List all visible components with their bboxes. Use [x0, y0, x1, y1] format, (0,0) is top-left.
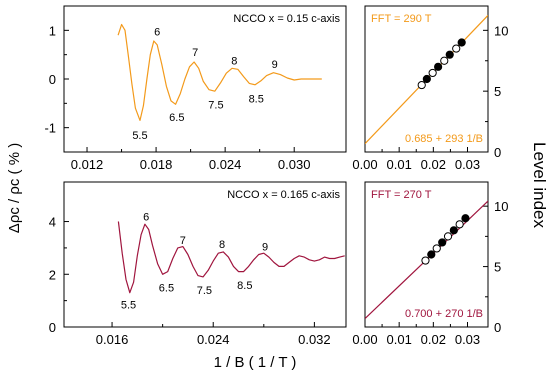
integer-level-point	[461, 214, 470, 223]
y-tick-label: -1	[44, 121, 56, 136]
level-annotation: 7	[180, 235, 186, 247]
half-integer-level-point	[443, 232, 453, 241]
half-integer-level-point	[432, 244, 441, 253]
half-integer-level-point	[417, 80, 426, 90]
x-tick-label: 0.018	[140, 157, 173, 172]
level-annotation: 7.5	[208, 99, 223, 111]
level-annotation: 8.5	[249, 93, 264, 105]
y-tick-label: 0	[49, 320, 56, 335]
level-annotation: 9	[272, 59, 278, 71]
y-tick-label: 4	[49, 215, 56, 230]
oscillation-series-line	[117, 23, 322, 122]
x-tick-label: 0.030	[278, 157, 311, 172]
level-annotation: 7	[192, 47, 198, 59]
half-integer-level-point	[455, 220, 464, 229]
chart-top-left-oscillation: 0.012 0.018 0.024 0.030 -1 0 1 6 7 8 9 5.5 6.5 7.5 8.5…	[44, 5, 347, 172]
chart-bottom-right-level-index: 0.00 0.01 0.02 0.03 0 5 10 FFT = 270 T 0.700 + 2…	[352, 181, 508, 347]
x-tick-label: 0.02	[421, 157, 446, 172]
level-annotation: 6	[154, 26, 160, 38]
level-annotation: 8.5	[237, 280, 252, 292]
level-annotation: 6.5	[159, 282, 174, 294]
x-tick-label: 0.02	[421, 332, 446, 347]
plot-frame	[364, 181, 489, 328]
integer-level-point	[445, 50, 454, 59]
x-tick-label: 0.024	[197, 332, 230, 347]
y-tick-label: 1	[49, 23, 56, 38]
half-integer-level-point	[440, 56, 449, 65]
integer-level-point	[422, 74, 431, 84]
integer-level-point	[434, 62, 443, 71]
integer-level-point	[457, 38, 466, 47]
integer-level-point	[427, 250, 436, 259]
y-tick-label: 2	[49, 267, 56, 282]
x-axis-title: 1 / B ( 1 / T )	[214, 354, 297, 371]
oscillation-series-line	[117, 221, 345, 294]
integer-level-point	[449, 226, 458, 235]
x-tick-label: 0.03	[455, 157, 480, 172]
level-annotation: 6.5	[169, 112, 184, 124]
fft-frequency-label: FFT = 290 T	[371, 13, 432, 25]
fft-frequency-label: FFT = 270 T	[371, 189, 432, 201]
fit-equation-label: 0.685 + 293 1/B	[405, 133, 483, 145]
level-annotation: 8	[219, 239, 225, 251]
half-integer-level-point	[421, 256, 430, 265]
y-tick-label: 0	[494, 145, 501, 160]
chart-bottom-left-oscillation: 0.016 0.024 0.032 0 2 4 6 7 8 9 5.5 6.5 7.5 8.5 NCCO x…	[49, 181, 347, 347]
y-tick-label: 0	[49, 72, 56, 87]
x-tick-label: 0.01	[387, 332, 412, 347]
x-tick-label: 0.01	[387, 157, 412, 172]
x-tick-label: 0.016	[96, 332, 129, 347]
x-tick-label: 0.012	[71, 157, 104, 172]
fit-equation-label: 0.700 + 270 1/B	[405, 308, 483, 320]
y-tick-label: 10	[494, 199, 508, 214]
level-annotation: 9	[262, 242, 268, 254]
panel-title: NCCO x = 0.15 c-axis	[233, 13, 340, 25]
integer-level-point	[438, 238, 447, 247]
x-tick-label: 0.00	[352, 332, 377, 347]
level-annotation: 5.5	[132, 130, 147, 142]
y-axis-title: Δρc / ρc ( % )	[6, 143, 23, 233]
half-integer-level-point	[428, 68, 437, 78]
x-tick-label: 0.00	[352, 157, 377, 172]
plot-frame	[364, 5, 489, 153]
level-annotation: 7.5	[197, 285, 212, 297]
x-tick-label: 0.024	[209, 157, 242, 172]
level-index-axis-title: Level index	[530, 142, 549, 229]
level-annotation: 5.5	[121, 300, 136, 312]
level-annotation: 6	[143, 211, 149, 223]
x-tick-label: 0.03	[455, 332, 480, 347]
y-tick-label: 10	[494, 23, 508, 38]
half-integer-level-point	[452, 44, 461, 53]
y-tick-label: 5	[494, 260, 501, 275]
y-tick-label: 0	[494, 320, 501, 335]
level-annotation: 8	[231, 56, 237, 68]
plot-frame	[63, 181, 347, 328]
y-tick-label: 5	[494, 84, 501, 99]
panel-title: NCCO x = 0.165 c-axis	[227, 189, 340, 201]
x-tick-label: 0.032	[298, 332, 331, 347]
chart-top-right-level-index: 0.00 0.01 0.02 0.03 0 5 10 FFT = 290 T 0.685 + 2…	[352, 5, 508, 172]
